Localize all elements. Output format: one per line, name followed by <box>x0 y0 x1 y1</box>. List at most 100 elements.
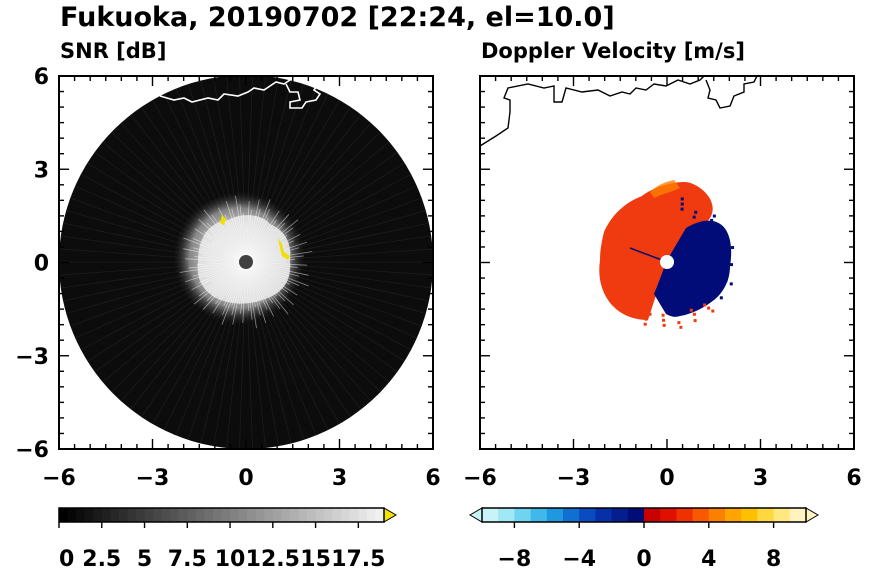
snr-colorbar-swatch <box>110 508 120 522</box>
snr-echo-ray <box>245 255 304 263</box>
snr-x-tick-label: 6 <box>425 466 440 491</box>
snr-echo-ray <box>203 209 247 263</box>
velocity-speckle-pixel <box>613 267 617 271</box>
snr-subtitle: SNR [dB] <box>60 39 166 63</box>
snr-echo-ray <box>245 261 289 293</box>
snr-colorbar-swatch <box>59 508 69 522</box>
velocity-colorbar-swatch <box>611 508 629 522</box>
snr-colorbar-frame <box>58 507 385 523</box>
snr-colorbar-swatch <box>101 508 111 522</box>
velocity-colorbar-tick-label: −8 <box>498 547 532 570</box>
snr-x-tick-label: −6 <box>42 466 76 491</box>
snr-echo-ray <box>215 261 247 305</box>
snr-colorbar-swatch <box>366 508 376 522</box>
snr-echo-ray <box>183 237 247 263</box>
snr-echo-ray <box>245 261 307 266</box>
snr-over-range-patch <box>278 238 290 260</box>
velocity-speckle-pixel <box>616 218 620 222</box>
velocity-speckle-pixel <box>729 282 733 286</box>
velocity-speckle-pixel <box>631 208 635 212</box>
velocity-x-tick-label: 3 <box>753 466 768 491</box>
velocity-speckle-pixel <box>661 313 665 317</box>
velocity-speckle-pixel <box>621 299 625 303</box>
snr-echo-ray <box>245 259 295 263</box>
velocity-speckle-pixel <box>719 262 722 265</box>
snr-echo-ray <box>214 227 247 263</box>
snr-echo-ray <box>245 261 294 306</box>
velocity-subtitle: Doppler Velocity [m/s] <box>481 39 745 63</box>
snr-echo-ray <box>245 227 294 263</box>
snr-colorbar-swatch <box>204 508 214 522</box>
velocity-speckle-pixel <box>664 198 668 202</box>
snr-echo-ray <box>231 261 247 316</box>
snr-echo-ray <box>245 201 250 263</box>
velocity-colorbar-tick-label: 0 <box>636 547 651 570</box>
velocity-speckle-pixel <box>693 319 697 323</box>
snr-over-range-patch <box>220 215 226 225</box>
velocity-speckle-pixel <box>731 246 735 250</box>
snr-echo-ray <box>224 214 247 263</box>
velocity-speckle-pixel <box>618 238 622 242</box>
snr-echo-ray <box>243 213 247 263</box>
snr-echo-ray <box>206 261 247 302</box>
snr-echo-ray <box>245 218 269 263</box>
velocity-colorbar-swatch <box>676 508 694 522</box>
snr-colorbar-swatch <box>315 508 325 522</box>
velocity-colorbar-swatch <box>563 508 580 522</box>
velocity-speckle-pixel <box>677 321 681 325</box>
velocity-speckle-pixel <box>729 263 733 267</box>
snr-echo-ray <box>245 261 257 329</box>
snr-colorbar-swatch <box>307 508 317 522</box>
velocity-speckle-pixel <box>694 210 698 214</box>
snr-echo-ray <box>197 261 247 265</box>
snr-echo-ray <box>245 261 290 285</box>
snr-echo-ray <box>245 214 290 263</box>
velocity-axes: −6 −3 0 3 6 <box>463 75 862 491</box>
velocity-x-tick-label: 6 <box>846 466 861 491</box>
velocity-speckle-pixel <box>662 318 666 322</box>
velocity-speckle-pixel <box>632 307 636 311</box>
velocity-colorbar-swatch <box>773 508 791 522</box>
velocity-colorbar-swatch <box>482 508 499 522</box>
snr-echo-ray <box>202 247 247 263</box>
velocity-colorbar: −8 −4 0 4 8 <box>469 507 819 570</box>
snr-colorbar-swatch <box>195 508 205 522</box>
velocity-speckle-pixel <box>647 197 651 201</box>
snr-colorbar-tick-label: 12.5 <box>246 547 300 570</box>
velocity-speckle-pixel <box>644 317 648 321</box>
snr-panel: SNR [dB] −6 −3 0 3 6 6 3 0 −3 −6 <box>15 39 440 491</box>
velocity-negative-region <box>654 220 732 317</box>
snr-echo-ray <box>245 219 299 263</box>
snr-colorbar-swatch <box>67 508 77 522</box>
velocity-colorbar-swatch <box>546 508 564 522</box>
snr-echo-ray <box>245 210 280 263</box>
snr-echo-ray <box>245 261 289 315</box>
snr-colorbar-swatch <box>93 508 103 522</box>
velocity-speckle-pixel <box>717 233 721 236</box>
snr-colorbar-swatch <box>187 508 197 522</box>
velocity-colorbar-tick-label: −4 <box>562 547 596 570</box>
snr-echo-ray <box>192 247 247 263</box>
figure-title: Fukuoka, 20190702 [22:24, el=10.0] <box>60 2 615 33</box>
velocity-x-tick-label: −3 <box>557 466 591 491</box>
snr-echo-ray <box>204 261 247 290</box>
velocity-colorbar-swatch <box>644 508 661 522</box>
velocity-colorbar-tick-label: 4 <box>701 547 716 570</box>
snr-x-tick-label: 3 <box>332 466 347 491</box>
snr-echo-ray <box>245 230 281 263</box>
velocity-speckle-pixel <box>605 251 609 255</box>
snr-y-tick-label: 0 <box>34 252 49 277</box>
snr-axes: −6 −3 0 3 6 6 3 0 −3 −6 <box>15 65 440 491</box>
snr-echo-ray <box>194 256 247 263</box>
snr-echo-ray <box>245 261 309 276</box>
snr-echo-ray <box>245 261 300 277</box>
snr-echo-ray <box>245 261 300 286</box>
snr-colorbar-swatch <box>238 508 248 522</box>
snr-echo-ray <box>200 261 247 272</box>
snr-echo-ray <box>245 234 288 263</box>
snr-colorbar-tick-label: 0 <box>59 547 74 570</box>
snr-echo-ray <box>245 210 252 263</box>
snr-echo-ray <box>193 261 247 305</box>
velocity-speckle-pixel <box>692 312 696 316</box>
snr-echo-ray <box>245 261 268 310</box>
